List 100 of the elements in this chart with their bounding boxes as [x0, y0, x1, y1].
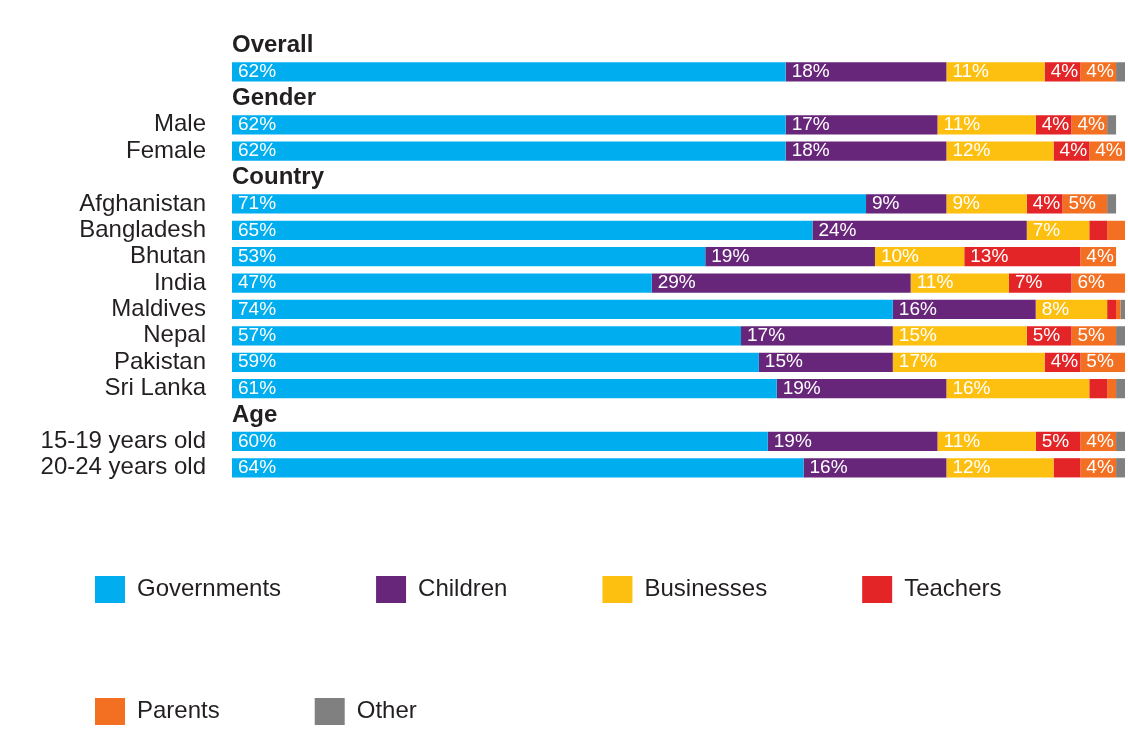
data-label: 11%: [916, 271, 954, 293]
data-label: 17%: [898, 350, 937, 372]
bar: [1107, 115, 1117, 135]
y-tick-label: India: [153, 267, 207, 295]
data-label: 5%: [1068, 192, 1097, 214]
y-tick-label: 15-19 years old: [40, 426, 206, 454]
data-label: 17%: [791, 112, 830, 134]
data-label: 4%: [1032, 192, 1061, 214]
data-label: 11%: [943, 112, 981, 134]
bar: [232, 220, 813, 240]
data-label: 15%: [764, 350, 803, 372]
data-label: 74%: [238, 297, 277, 319]
data-label: 4%: [1050, 350, 1079, 372]
data-label: 5%: [1032, 324, 1061, 346]
data-label: 16%: [952, 376, 991, 398]
data-label: 7%: [1014, 271, 1043, 293]
data-label: 7%: [1032, 218, 1061, 240]
bar: [767, 431, 938, 452]
data-label: 71%: [238, 192, 277, 214]
bar: [892, 352, 1045, 372]
bar: [651, 273, 911, 293]
bar: [1107, 379, 1117, 399]
bar: [1116, 299, 1121, 320]
y-tick-label: Sri Lanka: [104, 373, 207, 401]
data-label: 15%: [898, 324, 937, 346]
bar: [232, 431, 768, 452]
data-label: 5%: [1077, 324, 1105, 346]
data-label: 19%: [711, 244, 750, 266]
bar: [1116, 379, 1125, 399]
legend-label: Other: [356, 696, 417, 724]
bar: [776, 379, 947, 399]
data-label: 59%: [238, 350, 277, 372]
data-label: 12%: [952, 456, 991, 478]
bar: [785, 62, 947, 82]
y-tick-label: Maldives: [111, 294, 206, 322]
data-label: 61%: [238, 376, 277, 398]
data-label: 4%: [1077, 112, 1105, 134]
data-label: 8%: [1041, 297, 1070, 319]
bar: [1089, 220, 1108, 240]
bar: [232, 379, 777, 399]
data-label: 16%: [809, 456, 848, 478]
data-label: 18%: [791, 139, 830, 161]
data-label: 6%: [1077, 271, 1105, 293]
y-tick-label: Overall: [232, 30, 314, 58]
legend-label: Businesses: [644, 574, 768, 602]
data-label: 13%: [970, 244, 1009, 266]
y-tick-label: Gender: [232, 83, 317, 110]
bar: [946, 379, 1090, 399]
data-label: 47%: [238, 271, 277, 293]
bar: [232, 141, 786, 161]
data-label: 18%: [791, 60, 830, 82]
legend-label: Governments: [137, 574, 282, 602]
bar: [741, 326, 893, 346]
y-tick-label: Afghanistan: [79, 188, 206, 216]
legend-label: Children: [418, 574, 508, 602]
data-label: 62%: [238, 112, 277, 134]
bar: [1107, 220, 1125, 240]
bar: [1107, 299, 1117, 320]
data-label: 4%: [1041, 112, 1070, 134]
data-label: 4%: [1086, 60, 1114, 82]
bar: [812, 220, 1027, 240]
data-label: 24%: [818, 218, 857, 240]
bar: [1116, 62, 1125, 82]
bar: [232, 352, 759, 372]
data-label: 5%: [1086, 350, 1114, 372]
bar: [785, 115, 938, 135]
bar: [232, 458, 804, 478]
data-label: 17%: [747, 324, 786, 346]
y-tick-label: Country: [232, 162, 325, 190]
data-label: 19%: [773, 429, 812, 451]
bar: [910, 273, 1009, 293]
y-tick-label: 20-24 years old: [40, 452, 206, 480]
data-label: 19%: [782, 376, 821, 398]
data-label: 9%: [872, 192, 900, 214]
bar: [866, 194, 947, 214]
bar: [946, 62, 1045, 82]
legend-label: Teachers: [904, 574, 1002, 602]
data-label: 5%: [1041, 429, 1070, 451]
bar: [232, 62, 786, 82]
bar: [1116, 326, 1125, 346]
bar: [232, 273, 652, 293]
y-tick-label: Bhutan: [129, 241, 206, 269]
data-label: 62%: [238, 139, 277, 161]
bar: [1116, 431, 1125, 452]
data-label: 4%: [1050, 60, 1079, 82]
bar: [232, 115, 786, 135]
data-label: 64%: [238, 456, 277, 478]
y-tick-label: Male: [153, 109, 206, 137]
bar: [232, 194, 867, 214]
data-label: 62%: [238, 60, 277, 82]
data-label: 4%: [1059, 139, 1088, 161]
data-label: 65%: [238, 218, 277, 240]
data-label: 57%: [238, 324, 277, 346]
bar: [1053, 458, 1081, 478]
bar: [1089, 379, 1108, 399]
bar: [1116, 458, 1125, 478]
bar: [232, 247, 706, 267]
y-tick-label: Age: [232, 399, 278, 427]
y-tick-label: Female: [125, 135, 206, 163]
data-label: 4%: [1086, 244, 1114, 266]
